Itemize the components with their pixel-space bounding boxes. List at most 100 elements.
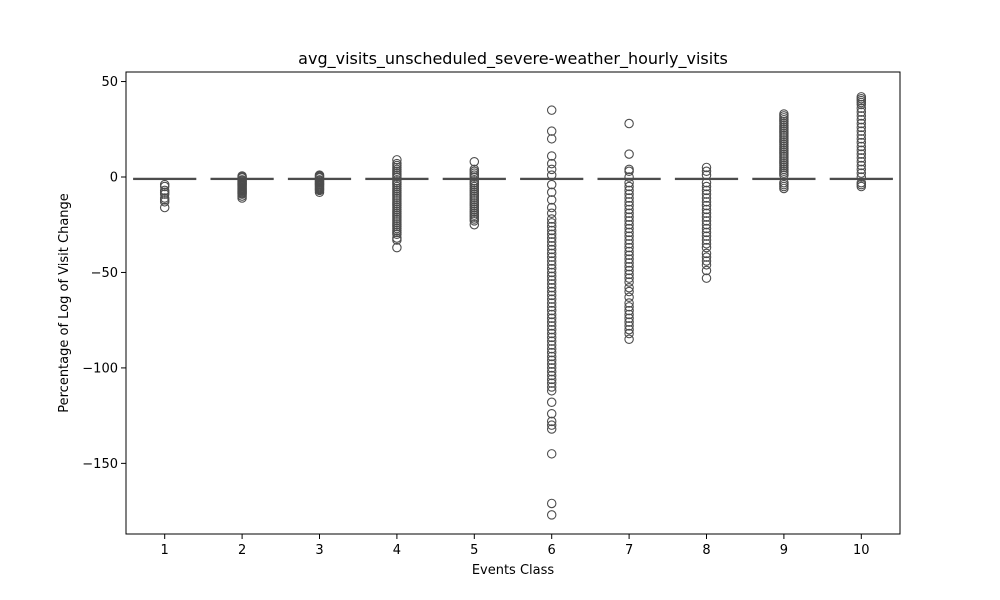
outlier-point [624,177,634,188]
outlier-point [159,197,170,207]
x-tick-label: 3 [315,543,323,558]
outlier-point [392,155,402,165]
outlier-point [546,225,557,236]
outlier-point [624,197,634,207]
x-tick-label: 9 [780,543,788,558]
y-tick-label: −150 [82,457,118,472]
outlier-point [546,510,557,520]
outlier-point [624,231,634,241]
outlier-point [546,179,557,190]
outlier-point [701,219,712,230]
outlier-point [701,239,712,249]
outlier-point [624,219,634,230]
outlier-point [624,298,634,308]
outlier-point [624,269,634,280]
outlier-point [546,336,557,346]
x-axis: 1 2 3 4 5 6 7 8 9 10 [161,534,870,558]
outlier-point [624,265,634,276]
outlier-point [856,137,867,148]
outlier-point [624,242,634,253]
outlier-point [624,261,634,272]
outlier-point [624,286,634,297]
outlier-point [546,252,557,262]
outlier-point [392,229,402,240]
outlier-point [856,145,867,156]
outlier-point [624,185,634,196]
outlier-point [624,235,634,245]
outlier-point [701,193,712,203]
outlier-point [856,156,867,167]
outlier-point [701,227,712,238]
outlier-point [701,265,712,276]
outlier-point [701,177,712,188]
outlier-point [546,347,557,358]
outlier-point [546,279,557,289]
outlier-point [546,158,557,169]
outlier-point [546,416,557,427]
chart-title: avg_visits_unscheduled_severe-weather_ho… [298,49,728,69]
outlier-point [546,105,557,115]
outlier-point [624,282,634,293]
x-axis-title: Events Class [472,563,555,578]
outlier-point [856,114,867,125]
outlier-point [701,166,712,177]
outlier-point [624,166,634,177]
outlier-point [701,185,712,196]
outlier-point [701,223,712,234]
outlier-point [159,189,170,199]
outlier-point [546,229,557,240]
outlier-point [546,195,557,205]
outlier-point [546,397,557,408]
outlier-point [624,216,634,226]
outlier-point [624,313,634,324]
plot-frame [125,71,901,535]
outlier-point [546,374,557,385]
y-axis-title: Percentage of Log of Visit Change [57,193,72,413]
box-group-2 [210,171,274,203]
outlier-point [701,162,712,173]
outlier-point [546,408,557,419]
outlier-point [624,208,634,219]
outlier-point [546,305,557,316]
outlier-point [624,223,634,234]
outlier-point [701,231,712,241]
outlier-point [546,134,557,144]
box-group-9 [752,109,816,194]
outlier-point [314,187,325,198]
y-tick-label: 0 [110,171,118,186]
outlier-point [546,328,557,339]
outlier-point [624,149,634,159]
outlier-point [856,141,867,152]
x-tick-label: 7 [625,543,633,558]
outlier-point [624,334,634,345]
outlier-point [624,172,634,182]
outlier-point [546,378,557,388]
outlier-point [469,172,480,182]
outlier-point [546,344,557,354]
outlier-point [624,328,634,339]
outlier-point [546,233,557,243]
x-tick-label: 6 [548,543,556,558]
box-group-1 [133,177,197,213]
outlier-point [546,240,557,251]
outlier-point [856,153,867,163]
outlier-point [546,187,557,198]
outlier-point [546,317,557,327]
outlier-point [856,99,867,110]
outlier-point [624,292,634,303]
outlier-point [546,370,557,381]
outlier-point [546,267,557,278]
outlier-point [856,111,867,121]
box-group-7 [597,118,661,345]
outlier-point [546,256,557,266]
outlier-point [856,122,867,133]
outlier-point [856,164,867,175]
outlier-point [546,424,557,434]
outlier-point [856,160,867,171]
outlier-point [701,248,712,259]
outlier-point [546,244,557,255]
outlier-point [856,172,867,182]
outlier-point [546,351,557,362]
outlier-point [624,246,634,257]
